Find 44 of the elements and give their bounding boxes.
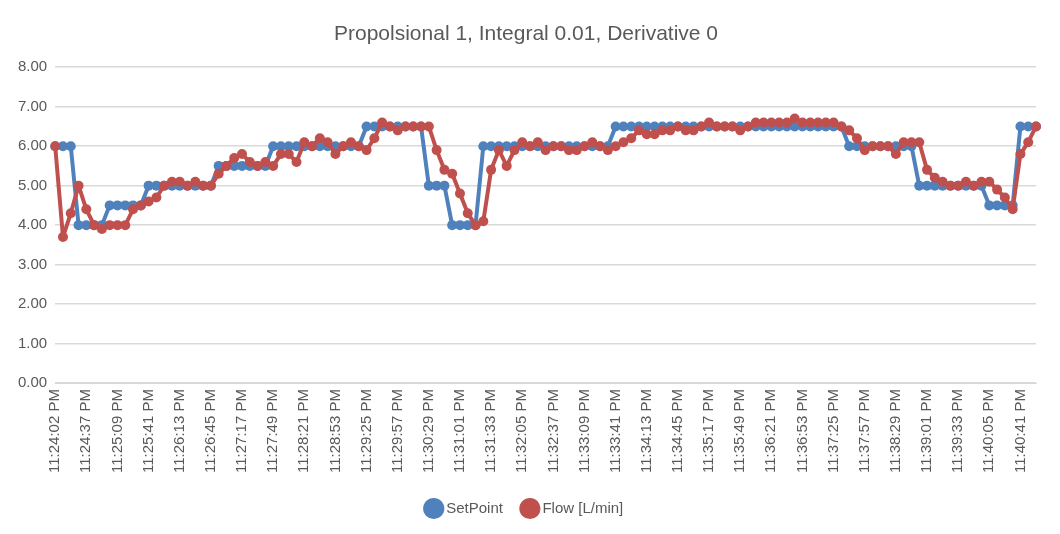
x-tick-label: 11:24:37 PM: [76, 389, 94, 474]
x-tick-label: 11:27:17 PM: [232, 389, 250, 474]
x-tick-label: 11:26:45 PM: [201, 389, 219, 474]
x-tick-label: 11:39:01 PM: [917, 389, 935, 474]
x-tick-label: 11:30:29 PM: [418, 389, 436, 474]
legend-label: SetPoint: [446, 498, 504, 516]
x-tick-label: 11:37:25 PM: [823, 389, 841, 474]
chart-title: Propolsional 1, Integral 0.01, Derivative 0: [333, 21, 719, 45]
x-tick-label: 11:39:33 PM: [948, 389, 966, 474]
y-tick-label: 4.00: [17, 215, 48, 233]
x-tick-label: 11:25:09 PM: [107, 389, 125, 474]
y-tick-label: 8.00: [17, 57, 48, 75]
y-tick-label: 7.00: [17, 96, 48, 114]
x-tick-label: 11:37:57 PM: [854, 389, 872, 474]
x-tick-label: 11:31:01 PM: [450, 389, 468, 474]
x-tick-label: 11:32:37 PM: [543, 389, 561, 474]
x-tick-label: 11:38:29 PM: [886, 389, 904, 474]
x-tick-label: 11:24:02 PM: [45, 389, 63, 474]
x-tick-label: 11:40:05 PM: [979, 389, 997, 474]
x-tick-label: 11:26:13 PM: [169, 389, 187, 474]
legend-label: Flow [L/min]: [542, 498, 624, 516]
x-tick-label: 11:34:13 PM: [636, 389, 654, 474]
x-tick-label: 11:29:25 PM: [356, 389, 374, 474]
x-tick-label: 11:40:41 PM: [1010, 389, 1028, 474]
x-tick-label: 11:28:53 PM: [325, 389, 343, 474]
x-tick-label: 11:28:21 PM: [294, 389, 312, 474]
y-tick-label: 6.00: [17, 136, 48, 154]
x-tick-label: 11:31:33 PM: [481, 389, 499, 474]
x-tick-label: 11:34:45 PM: [668, 389, 686, 474]
y-tick-label: 1.00: [17, 333, 48, 351]
x-tick-label: 11:33:41 PM: [605, 389, 623, 474]
x-tick-label: 11:33:09 PM: [574, 389, 592, 474]
y-tick-label: 5.00: [17, 175, 48, 193]
y-tick-label: 0.00: [17, 373, 48, 391]
x-tick-label: 11:27:49 PM: [263, 389, 281, 474]
x-tick-label: 11:36:53 PM: [792, 389, 810, 474]
x-tick-label: 11:35:17 PM: [699, 389, 717, 474]
x-tick-label: 11:35:49 PM: [730, 389, 748, 474]
x-tick-label: 11:32:05 PM: [512, 389, 530, 474]
x-tick-label: 11:25:41 PM: [138, 389, 156, 474]
y-tick-label: 2.00: [17, 294, 48, 312]
x-tick-label: 11:29:57 PM: [387, 389, 405, 474]
y-tick-label: 3.00: [17, 254, 48, 272]
x-tick-label: 11:36:21 PM: [761, 389, 779, 474]
